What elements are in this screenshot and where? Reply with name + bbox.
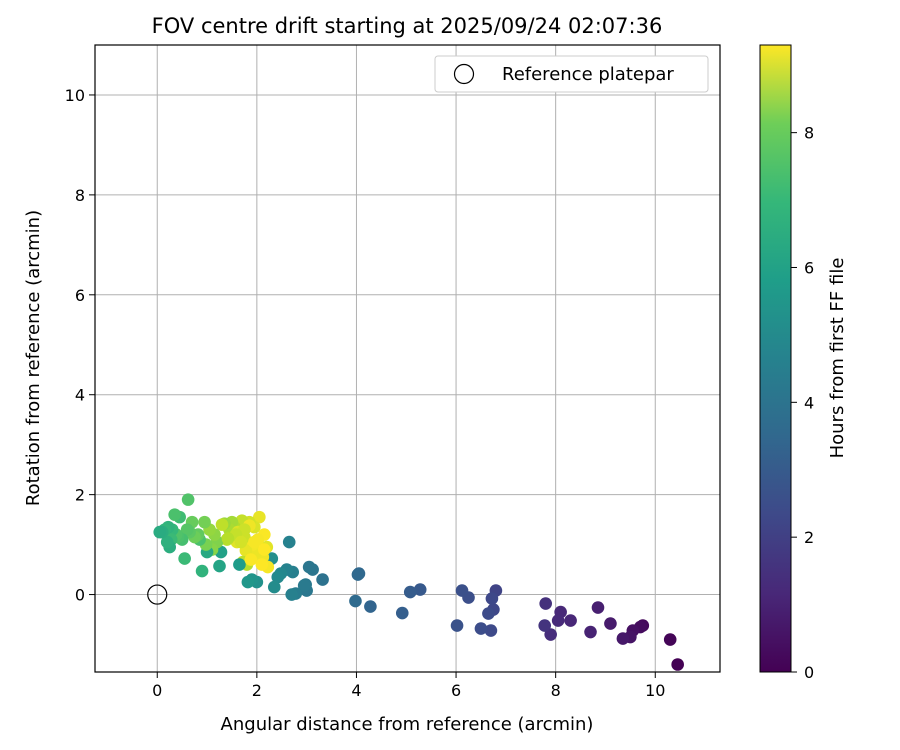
data-point <box>271 570 285 584</box>
data-point <box>234 535 248 549</box>
data-point <box>248 535 261 549</box>
data-point <box>160 535 174 549</box>
data-point <box>253 510 266 524</box>
data-point <box>403 585 417 599</box>
data-point <box>564 614 577 627</box>
data-point <box>255 558 269 571</box>
data-point <box>241 575 255 589</box>
legend: Reference platepar <box>434 55 709 93</box>
reference-marker <box>147 584 168 605</box>
data-point <box>663 633 677 646</box>
data-point <box>213 559 226 573</box>
data-point <box>178 552 191 565</box>
data-point <box>302 560 316 574</box>
data-point <box>351 568 365 581</box>
y-tick-label: 10 <box>65 86 85 105</box>
data-points <box>153 493 684 671</box>
data-point <box>195 564 209 578</box>
data-point <box>413 583 427 596</box>
x-tick-label: 2 <box>252 681 262 700</box>
y-tick-label: 4 <box>75 386 85 405</box>
data-point <box>395 606 409 620</box>
data-point <box>221 532 235 545</box>
colorbar-tick-label: 6 <box>804 258 814 277</box>
data-point <box>539 597 552 610</box>
data-point <box>455 584 469 597</box>
x-tick-label: 8 <box>551 681 561 700</box>
data-point <box>316 573 329 586</box>
colorbar-tick-label: 4 <box>804 393 814 412</box>
x-tick-label: 10 <box>645 681 665 700</box>
y-tick-label: 2 <box>75 486 85 505</box>
data-point <box>604 617 617 630</box>
data-point <box>485 592 499 605</box>
data-point <box>285 588 299 601</box>
colorbar-ticks: 0 2 4 6 8 <box>791 124 814 682</box>
data-point <box>153 525 167 539</box>
data-point <box>180 523 194 536</box>
x-tick-label: 0 <box>152 681 162 700</box>
data-point <box>671 658 684 671</box>
reference-marker-group <box>147 584 168 605</box>
data-point <box>297 579 311 592</box>
data-point <box>551 614 565 627</box>
data-point <box>215 518 229 531</box>
y-tick-label: 8 <box>75 186 85 205</box>
y-axis-label: Rotation from reference (arcmin) <box>23 210 44 506</box>
data-point <box>364 600 377 613</box>
colorbar: 0 2 4 6 8 Hours from first FF file <box>759 44 848 682</box>
plot-frame <box>94 44 721 673</box>
legend-marker <box>453 63 475 85</box>
data-point <box>474 622 488 635</box>
colorbar-tick-label: 8 <box>804 124 814 143</box>
data-point <box>450 619 464 632</box>
data-point <box>349 594 362 608</box>
data-point <box>267 580 281 594</box>
data-point <box>591 601 605 614</box>
legend-entry: Reference platepar <box>502 64 674 85</box>
grid <box>95 45 720 672</box>
data-point <box>258 543 271 556</box>
data-point <box>616 632 630 645</box>
colorbar-tick-label: 2 <box>804 528 814 547</box>
chart-title: FOV centre drift starting at 2025/09/24 … <box>152 14 663 38</box>
x-tick-label: 4 <box>351 681 361 700</box>
y-axis: 0 2 4 6 8 10 <box>65 86 95 605</box>
data-point <box>233 558 246 571</box>
data-point <box>544 628 557 641</box>
data-point <box>181 493 195 506</box>
x-axis: 0 2 4 6 8 10 <box>152 672 665 700</box>
data-point <box>538 619 552 632</box>
data-point <box>244 553 258 566</box>
colorbar-label: Hours from first FF file <box>827 258 848 459</box>
colorbar-gradient <box>759 44 792 673</box>
data-point <box>168 508 181 521</box>
legend-box <box>434 55 709 93</box>
x-tick-label: 6 <box>451 681 461 700</box>
colorbar-tick-label: 0 <box>804 663 814 682</box>
y-tick-label: 6 <box>75 286 85 305</box>
data-point <box>482 607 495 620</box>
data-point <box>484 624 498 637</box>
data-point <box>198 515 211 529</box>
y-tick-label: 0 <box>75 586 85 605</box>
data-point <box>584 625 597 639</box>
x-axis-label: Angular distance from reference (arcmin) <box>221 714 594 735</box>
data-point <box>282 535 296 549</box>
